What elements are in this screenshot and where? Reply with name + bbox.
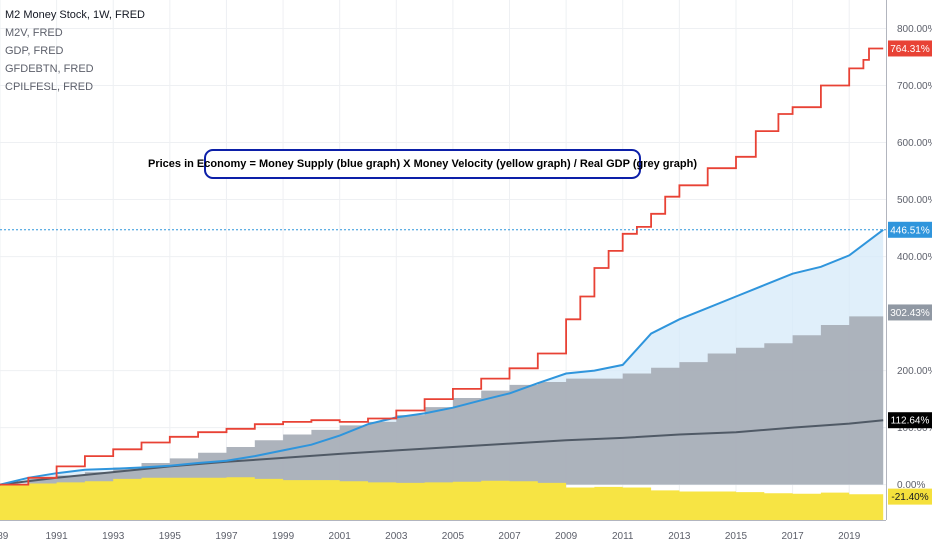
- x-tick-label: 1997: [215, 531, 238, 542]
- x-tick-label: 1991: [45, 531, 68, 542]
- m2v-area: [0, 477, 884, 520]
- x-tick-label: 2011: [612, 531, 634, 542]
- x-tick-label: 2009: [555, 531, 578, 542]
- y-tick-label: 200.00%: [897, 366, 932, 377]
- value-tag-label: 764.31%: [890, 44, 930, 55]
- x-tick-label: 1993: [102, 531, 125, 542]
- debt-line: [0, 47, 884, 486]
- value-tag-cpilfesl: [888, 412, 932, 429]
- cpi-line: [0, 419, 884, 486]
- value-tag-label: 446.51%: [890, 225, 930, 236]
- value-tag-label: -21.40%: [891, 492, 928, 503]
- x-tick-label: 2015: [725, 531, 748, 542]
- value-tag-gfdebtn: [888, 40, 932, 57]
- value-tag-label: 112.64%: [891, 416, 930, 427]
- legend-item-gdp[interactable]: GDP, FRED: [5, 45, 64, 57]
- x-tick-label: 2019: [838, 531, 861, 542]
- last-value-tags: 764.31% 446.51% 302.43% 112.64% -21.40%: [888, 40, 932, 505]
- series-lines: [0, 47, 884, 486]
- value-tag-m2-money-stock: [888, 221, 932, 238]
- x-tick-label: 2007: [498, 531, 521, 542]
- legend-item-m2v[interactable]: M2V, FRED: [5, 27, 63, 39]
- y-tick-label: 600.00%: [897, 138, 932, 149]
- y-tick-label: 0.00%: [897, 480, 925, 491]
- gdp-area: [0, 312, 884, 485]
- x-tick-label: 1999: [272, 531, 295, 542]
- y-tick-label: 100.00%: [897, 423, 932, 434]
- x-tick-label: 989: [0, 531, 9, 542]
- legend-item-m2[interactable]: M2 Money Stock, 1W, FRED: [5, 9, 145, 21]
- legend-item-cpilfesl[interactable]: CPILFESL, FRED: [5, 81, 94, 93]
- x-tick-label: 2003: [385, 531, 408, 542]
- legend-item-gfdebtn[interactable]: GFDEBTN, FRED: [5, 63, 94, 75]
- y-tick-label: 700.00%: [897, 81, 932, 92]
- x-tick-label: 2005: [442, 531, 465, 542]
- series-areas: [0, 229, 884, 520]
- annotation-callout[interactable]: Prices in Economy = Money Supply (blue g…: [148, 149, 697, 179]
- x-tick-label: 2001: [329, 531, 352, 542]
- y-axis-ticks: 800.00% 700.00% 600.00% 500.00% 400.00% 200.0…: [897, 24, 932, 491]
- y-tick-label: 800.00%: [897, 24, 932, 35]
- y-tick-label: 400.00%: [897, 252, 932, 263]
- y-tick-label: 500.00%: [897, 195, 932, 206]
- x-tick-label: 2013: [668, 531, 691, 542]
- value-tag-gdp: [888, 304, 932, 321]
- value-tag-label: 302.43%: [890, 308, 930, 319]
- x-tick-label: 1995: [159, 531, 182, 542]
- x-tick-label: 2017: [781, 531, 804, 542]
- legend: M2 Money Stock, 1W, FRED M2V, FRED GDP, …: [5, 6, 145, 96]
- value-tag-m2v: [888, 488, 932, 505]
- x-axis-ticks: 989 1991 1993 1995 1997 1999 2001 2003 2005 2007 2…: [0, 531, 861, 542]
- m2-line: [0, 229, 884, 486]
